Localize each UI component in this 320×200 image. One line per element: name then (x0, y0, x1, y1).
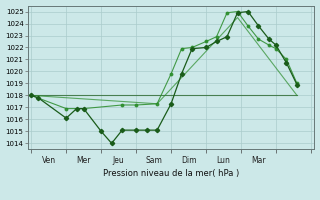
Text: Mar: Mar (251, 156, 266, 165)
Text: Ven: Ven (42, 156, 56, 165)
Text: Dim: Dim (181, 156, 196, 165)
Text: Sam: Sam (145, 156, 162, 165)
Text: Mer: Mer (76, 156, 91, 165)
Text: Jeu: Jeu (113, 156, 124, 165)
X-axis label: Pression niveau de la mer( hPa ): Pression niveau de la mer( hPa ) (103, 169, 239, 178)
Text: Lun: Lun (217, 156, 230, 165)
